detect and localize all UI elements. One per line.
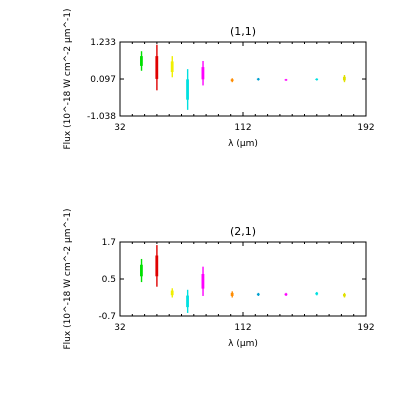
panel-2-x-tick-label: 112 [234,323,251,333]
panel-2-y-tick-label: 1.7 [102,238,116,248]
panel-2-y-axis-label: Flux (10^-18 W cm^-2 μm^-1) [63,208,73,349]
panel-2: (2,1) 32 112 192 1.7 0.5 -0.7 λ (μm) Flux (10… [63,208,375,349]
panel-1-series-8 [284,78,288,81]
panel-2-series-4 [186,289,189,313]
panel-2-series-6 [230,291,234,298]
panel-2-series-2 [155,245,159,287]
panel-1-series-7 [256,77,260,81]
panel-1-series-10 [342,75,346,83]
panel-2-title: (2,1) [230,225,256,238]
panel-2-series-8 [284,292,288,296]
panel-1-ticks: 32 112 192 1.233 0.097 -1.038 [87,38,375,133]
panel-1-series-4 [186,69,189,110]
panel-1-y-tick-label: 0.097 [90,75,116,85]
panel-1-series-5 [201,60,205,86]
panel-2-x-tick-label: 192 [357,323,374,333]
panel-1-series-6 [230,78,234,83]
panel-1-series-3 [170,56,174,78]
panel-1-title: (1,1) [230,25,256,38]
panel-2-marks [140,245,346,313]
panel-2-y-tick-label: -0.7 [98,312,116,322]
panel-2-series-5 [201,266,205,296]
panel-1-x-axis-label: λ (μm) [228,139,258,149]
panel-2-series-9 [315,291,319,296]
panel-2-x-axis-label: λ (μm) [228,339,258,349]
panel-2-series-7 [256,292,260,296]
panel-1-marks [140,44,346,110]
panel-1: (1,1) 32 112 192 1.233 0.097 -1.038 λ (μm) Fl… [63,8,375,149]
panel-2-series-10 [342,292,346,298]
panel-2-ticks: 32 112 192 1.7 0.5 -0.7 [98,238,374,333]
panel-1-y-axis-label: Flux (10^-18 W cm^-2 μm^-1) [63,8,73,149]
panel-1-y-tick-label: 1.233 [90,38,116,48]
panel-1-x-tick-label: 32 [114,123,125,133]
panel-2-series-3 [170,288,174,298]
panel-1-series-1 [140,51,143,71]
panel-2-x-tick-label: 32 [114,323,125,333]
panel-2-y-tick-label: 0.5 [102,275,116,285]
panel-1-series-9 [315,78,319,81]
panel-1-y-tick-label: -1.038 [87,112,116,122]
panel-1-x-tick-label: 192 [357,123,374,133]
panel-2-series-1 [140,258,143,283]
panel-1-series-2 [155,44,159,91]
panel-1-x-tick-label: 112 [234,123,251,133]
